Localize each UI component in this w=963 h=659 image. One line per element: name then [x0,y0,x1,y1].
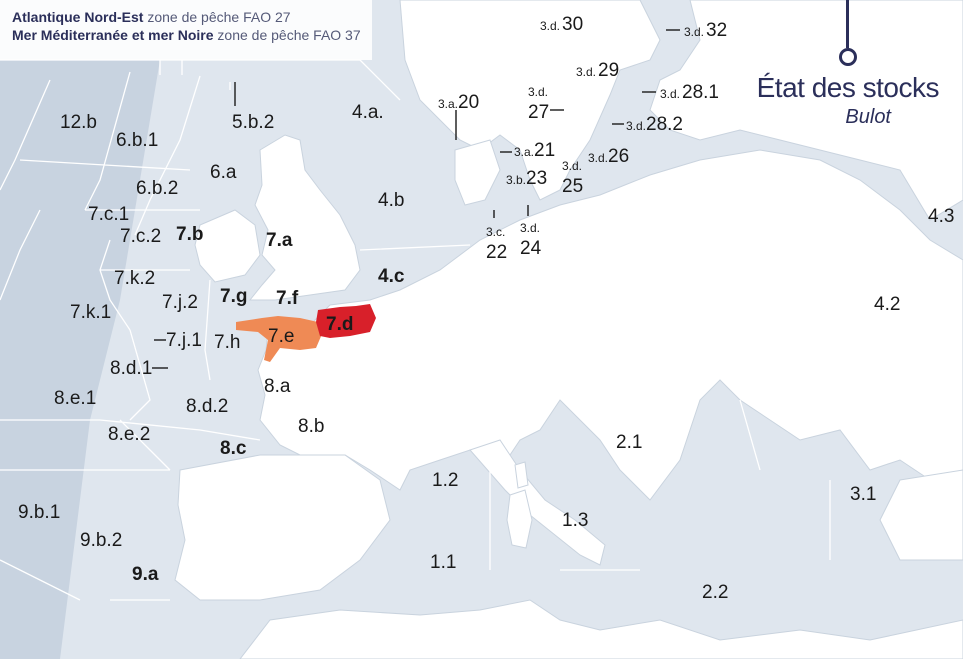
zone-label: 8.e.1 [54,388,96,409]
legend-atlantic-name: Atlantique Nord-Est [12,9,144,25]
zone-label-prefix: 3.c. [486,225,505,239]
legend-med-zone: zone de pêche FAO 37 [213,27,361,43]
zone-label: 28.2 [646,114,683,135]
zone-label-prefix: 3.d. [520,221,540,235]
legend-med-name: Mer Méditerranée et mer Noire [12,27,214,43]
boundary-lines [0,59,831,601]
zone-label: 30 [562,14,583,35]
legend-line-atlantic: Atlantique Nord-Est zone de pêche FAO 27 [12,8,372,26]
zone-label: 9.b.1 [18,502,60,523]
legend-atlantic-zone: zone de pêche FAO 27 [143,9,291,25]
land-finland [649,0,963,221]
zone-label-prefix: 3.d. [626,119,646,133]
pin-line [846,0,849,48]
zone-label: 4.2 [874,294,900,315]
zone-label: 7.c.1 [88,204,129,225]
pin-marker-icon [839,48,857,66]
zone-label-prefix: 3.d. [684,25,704,39]
zone-label: 8.a [264,376,291,397]
zone-label: 7.d [326,314,353,335]
zone-boundaries [0,59,831,601]
zone-label: 8.e.2 [108,424,150,445]
zone-label: 8.b [298,416,324,437]
zone-label-prefix: 3.d. [576,65,596,79]
legend-line-mediterranean: Mer Méditerranée et mer Noire zone de pê… [12,26,372,44]
zone-label: 7.c.2 [120,226,161,247]
land-denmark [454,139,501,206]
land-great-britain [248,134,361,301]
zone-label: 4.b [378,190,404,211]
zone-label: 7.h [214,332,240,353]
zone-label: 8.d.1 [110,358,152,379]
zone-label: 20 [458,92,479,113]
zone-label: 7.g [220,286,247,307]
land-sardinia [506,489,533,549]
zone-label: 12.b [60,112,97,133]
zone-label: 2.1 [616,432,642,453]
zone-label: 4.a. [352,102,384,123]
zone-label: 6.b.1 [116,130,158,151]
zone-label: 7.k.1 [70,302,111,323]
land-north-africa [239,599,963,659]
zone-label: 7.b [176,224,203,245]
zone-label: 5.b.2 [232,112,274,133]
zone-label: 7.f [276,288,299,309]
zone-label: 2.2 [702,582,728,603]
zone-label: 7.e [268,326,294,347]
land-scandinavia [399,0,661,201]
land-ireland [194,209,261,283]
zone-label: 28.1 [682,82,719,103]
zone-label: 4.c [378,266,405,287]
zone-label: 1.2 [432,470,458,491]
zone-label-prefix: 3.d. [588,151,608,165]
zone-label: 8.c [220,438,247,459]
title-species: Bulot [845,106,891,128]
zone-7e-area [236,316,322,362]
zone-label: 25 [562,176,583,197]
zone-label: 6.b.2 [136,178,178,199]
leader-lines [152,29,680,369]
zone-label-prefix: 3.a. [438,97,458,111]
land-anatolia [879,469,963,561]
zone-label: 23 [526,168,547,189]
land-corsica [514,461,529,489]
land [174,0,963,659]
zone-label: 32 [706,20,727,41]
zone-label-prefix: 3.d. [540,19,560,33]
zone-label: 1.3 [562,510,588,531]
fao-zone-legend: Atlantique Nord-Est zone de pêche FAO 27… [0,0,372,60]
zone-label: 4.3 [928,206,954,227]
zone-labels: 12.b 6.b.1 5.b.2 4.a. 6.a 6.b.2 4.b 7.c.… [18,14,954,603]
zone-label: 9.b.2 [80,530,122,551]
title-main: État des stocks [756,72,940,103]
zone-label: 22 [486,242,507,263]
zone-label: 21 [534,140,555,161]
zone-label: 8.d.2 [186,396,228,417]
zone-label: 3.1 [850,484,876,505]
zone-label: 29 [598,60,619,81]
zone-label: 7.k.2 [114,268,155,289]
zone-label: 1.1 [430,552,456,573]
zone-label: 24 [520,238,542,259]
stock-status-title: État des stocks Bulot [756,72,940,129]
zone-label: 7.j.2 [162,292,198,313]
zone-label-prefix: 3.d. [562,159,582,173]
zone-label: 6.a [210,162,237,183]
zone-label: 9.a [132,564,159,585]
zone-label: 7.a [266,230,293,251]
zone-label-prefix: 3.a. [514,145,534,159]
zone-7d-area [316,304,376,338]
zone-label-prefix: 3.b. [506,173,526,187]
zone-label-prefix: 3.d. [528,85,548,99]
zone-label: 26 [608,146,629,167]
zone-label: 7.j.1 [166,330,202,351]
zone-label: 27 [528,102,549,123]
zone-label-prefix: 3.d. [660,87,680,101]
land-iberia [174,454,391,601]
